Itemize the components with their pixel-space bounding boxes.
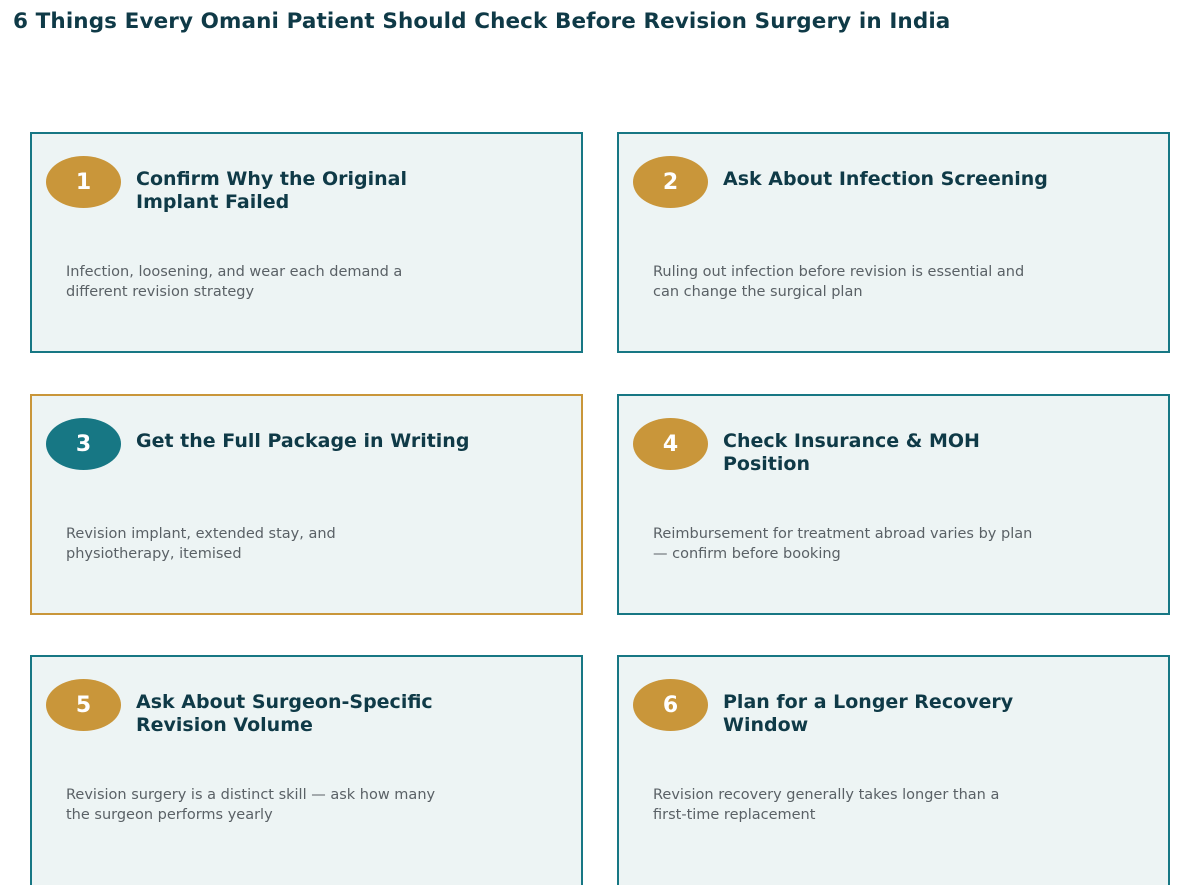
checklist-card-6: 6 Plan for a Longer Recovery Window Revi… [617, 655, 1170, 885]
card-title-4: Check Insurance & MOH Position [723, 430, 980, 475]
number-badge-1: 1 [46, 156, 121, 208]
card-description-6: Revision recovery generally takes longer… [653, 787, 1000, 823]
checklist-card-3: 3 Get the Full Package in Writing Revisi… [30, 394, 583, 615]
card-title-6: Plan for a Longer Recovery Window [723, 691, 1014, 736]
card-description-4: Reimbursement for treatment abroad varie… [653, 526, 1033, 562]
card-title-5: Ask About Surgeon-Specific Revision Volu… [136, 691, 433, 736]
number-badge-5: 5 [46, 679, 121, 731]
card-description-3: Revision implant, extended stay, and phy… [66, 526, 336, 562]
number-badge-2: 2 [633, 156, 708, 208]
card-title-2: Ask About Infection Screening [723, 168, 1048, 190]
checklist-card-4: 4 Check Insurance & MOH Position Reimbur… [617, 394, 1170, 615]
card-description-2: Ruling out infection before revision is … [653, 264, 1025, 300]
number-badge-4: 4 [633, 418, 708, 470]
number-badge-6: 6 [633, 679, 708, 731]
card-description-1: Infection, loosening, and wear each dema… [66, 264, 403, 300]
checklist-card-2: 2 Ask About Infection Screening Ruling o… [617, 132, 1170, 353]
checklist-card-5: 5 Ask About Surgeon-Specific Revision Vo… [30, 655, 583, 885]
card-description-5: Revision surgery is a distinct skill — a… [66, 787, 436, 823]
checklist-card-1: 1 Confirm Why the Original Implant Faile… [30, 132, 583, 353]
page-title: 6 Things Every Omani Patient Should Chec… [13, 9, 951, 34]
card-title-1: Confirm Why the Original Implant Failed [136, 168, 407, 213]
number-badge-3: 3 [46, 418, 121, 470]
card-title-3: Get the Full Package in Writing [136, 430, 470, 452]
